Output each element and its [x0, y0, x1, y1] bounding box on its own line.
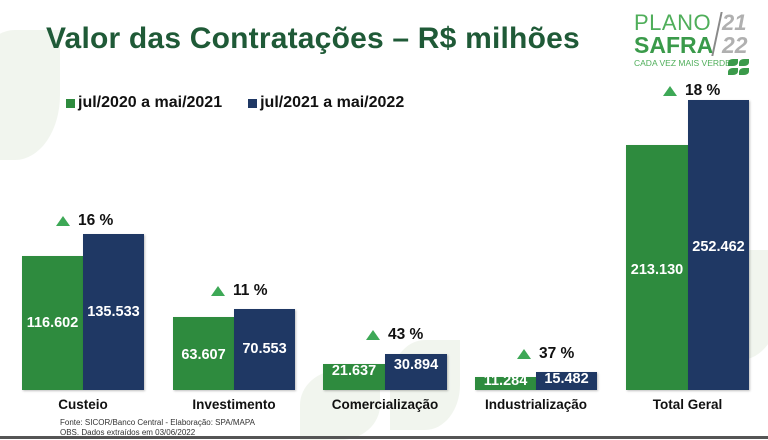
- legend-label: jul/2020 a mai/2021: [78, 94, 223, 111]
- bar-value: 30.894: [393, 357, 439, 373]
- bar-custeio-2020: 116.602: [22, 256, 83, 390]
- bar-value: 135.533: [87, 304, 140, 320]
- pct-change-comercializacao: 43 %: [366, 326, 423, 344]
- chart-legend: jul/2020 a mai/2021 jul/2021 a mai/2022: [66, 94, 404, 112]
- increase-arrow-icon: [211, 286, 225, 296]
- bar-comercializacao-2020: 21.637: [323, 363, 385, 390]
- increase-arrow-icon: [663, 86, 677, 96]
- bar-industrializacao-2020: 11.284: [475, 373, 536, 390]
- legend-label: jul/2021 a mai/2022: [260, 94, 405, 111]
- legend-swatch-blue: [248, 98, 258, 108]
- bar-value: 15.482: [544, 371, 589, 387]
- category-label-total-geral: Total Geral: [652, 397, 723, 412]
- logo-plano-text: PLANO: [634, 10, 712, 35]
- legend-swatch-green: [66, 98, 75, 108]
- legend-item-2021-2022: jul/2021 a mai/2022: [248, 94, 404, 112]
- bar-custeio-2021: 135.533: [83, 234, 144, 390]
- pct-change-investimento: 11 %: [211, 282, 267, 300]
- bar-value: 252.462: [692, 239, 745, 255]
- bar-value: 213.130: [630, 262, 684, 278]
- category-label-investimento: Investimento: [192, 397, 276, 412]
- legend-item-2020-2021: jul/2020 a mai/2021: [66, 94, 222, 112]
- plano-safra-logo: PLANO SAFRA 21 22 CADA VEZ MAIS VERDE: [632, 8, 762, 78]
- bar-value: 11.284: [483, 373, 528, 389]
- bottom-divider: [0, 436, 768, 439]
- increase-arrow-icon: [366, 330, 380, 340]
- increase-arrow-icon: [56, 216, 70, 226]
- source-note: Fonte: SICOR/Banco Central - Elaboração:…: [60, 418, 255, 427]
- category-label-industrializacao: Industrialização: [484, 397, 588, 412]
- bar-total-geral-2020: 213.130: [626, 145, 688, 390]
- bar-value: 70.553: [242, 341, 287, 357]
- bar-value: 21.637: [331, 363, 377, 379]
- bar-investimento-2021: 70.553: [234, 309, 295, 390]
- pct-change-total-geral: 18 %: [663, 82, 720, 100]
- bar-value: 116.602: [26, 315, 79, 331]
- bar-total-geral-2021: 252.462: [688, 100, 749, 390]
- category-label-comercializacao: Comercialização: [331, 397, 439, 412]
- pct-change-industrializacao: 37 %: [517, 345, 574, 363]
- bar-industrializacao-2021: 15.482: [536, 371, 597, 390]
- page-title: Valor das Contratações – R$ milhões: [46, 22, 580, 55]
- logo-safra-text: SAFRA: [634, 32, 714, 58]
- leaves-icon: [728, 59, 750, 77]
- bar-investimento-2020: 63.607: [173, 317, 234, 390]
- logo-tagline: CADA VEZ MAIS VERDE: [634, 58, 731, 68]
- category-label-custeio: Custeio: [58, 397, 108, 412]
- increase-arrow-icon: [517, 349, 531, 359]
- bar-comercializacao-2021: 30.894: [385, 354, 447, 390]
- bar-value: 63.607: [181, 347, 226, 363]
- logo-year1: 21: [722, 10, 747, 35]
- extraction-note: OBS. Dados extraídos em 03/06/2022: [60, 428, 196, 437]
- footer-notes: Fonte: SICOR/Banco Central - Elaboração:…: [60, 418, 255, 438]
- logo-year2: 22: [722, 32, 748, 58]
- pct-change-custeio: 16 %: [56, 212, 113, 230]
